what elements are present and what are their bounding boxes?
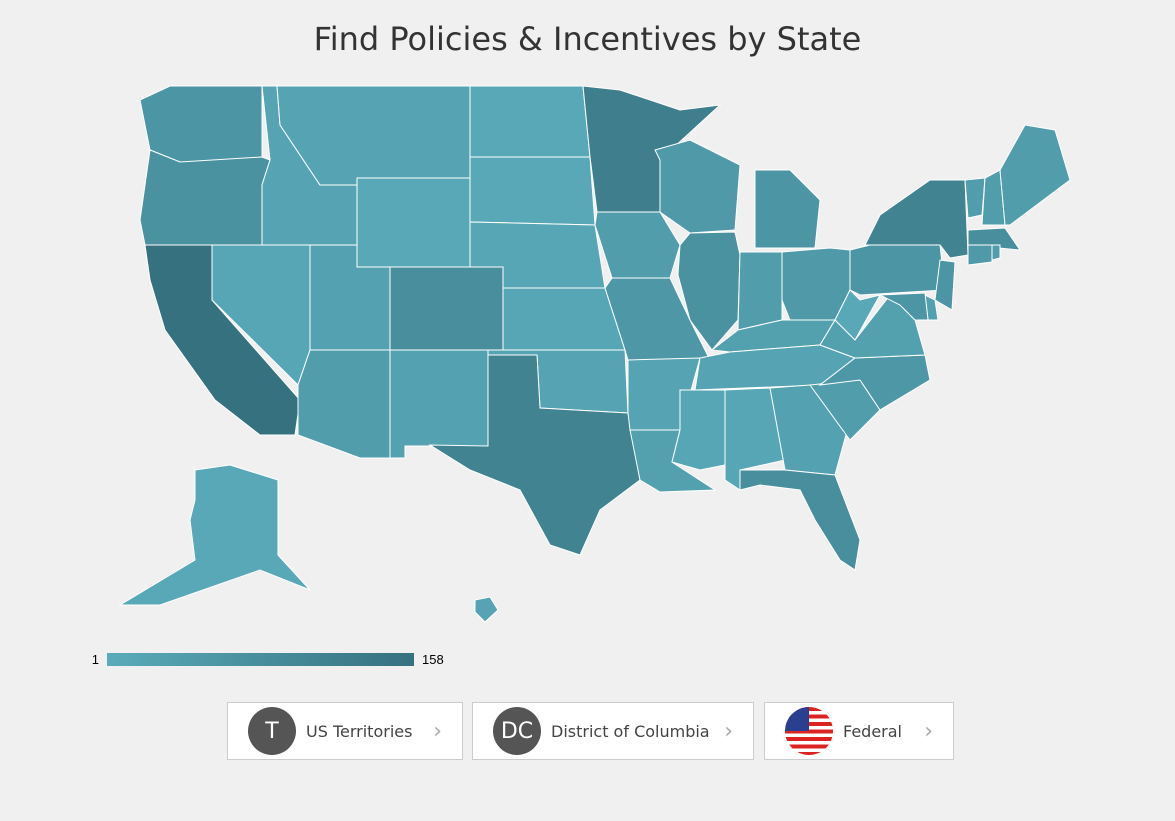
state[interactable]	[934, 259, 956, 311]
page-title: Find Policies & Incentives by State	[313, 20, 862, 58]
chevron: ›	[433, 718, 442, 744]
state[interactable]	[878, 292, 929, 321]
state[interactable]	[834, 289, 881, 341]
state[interactable]	[502, 287, 626, 351]
state[interactable]	[389, 266, 504, 351]
state[interactable]	[356, 177, 471, 268]
state[interactable]	[781, 247, 851, 321]
territories-button[interactable]: T US Territories ›	[227, 702, 463, 760]
state[interactable]	[139, 85, 263, 163]
state[interactable]	[849, 244, 946, 296]
state[interactable]	[474, 596, 499, 623]
dc-button[interactable]: DC District of Columbia ›	[472, 702, 754, 760]
button-icon: DC	[493, 707, 541, 755]
federal-button[interactable]: Federal ›	[764, 702, 954, 760]
button-label: District of Columbia	[551, 721, 710, 741]
state[interactable]	[864, 179, 969, 259]
state[interactable]	[739, 469, 861, 571]
chevron: ›	[924, 718, 933, 744]
state[interactable]	[964, 177, 986, 219]
state[interactable]	[991, 244, 1001, 261]
legend-bar	[107, 653, 414, 666]
state[interactable]	[754, 169, 821, 249]
state[interactable]	[999, 124, 1071, 226]
map: 1 158	[92, 85, 1071, 667]
state[interactable]	[469, 85, 591, 158]
legend-max: 158	[422, 652, 444, 667]
state[interactable]	[469, 156, 596, 226]
state[interactable]	[737, 251, 783, 331]
button-label: US Territories	[306, 721, 413, 741]
state[interactable]	[654, 139, 741, 234]
flag-icon	[785, 707, 833, 755]
state[interactable]	[671, 389, 726, 471]
button-label: Federal	[843, 721, 902, 741]
state[interactable]	[594, 211, 681, 279]
state[interactable]	[118, 464, 311, 606]
legend-min: 1	[92, 652, 99, 667]
button-icon: T	[248, 707, 296, 755]
state[interactable]	[967, 244, 993, 266]
state[interactable]	[604, 277, 711, 361]
state[interactable]	[297, 349, 391, 459]
state[interactable]	[389, 349, 489, 459]
chevron: ›	[724, 718, 733, 744]
state[interactable]	[428, 354, 641, 556]
state[interactable]	[139, 149, 271, 246]
state[interactable]	[819, 294, 926, 359]
